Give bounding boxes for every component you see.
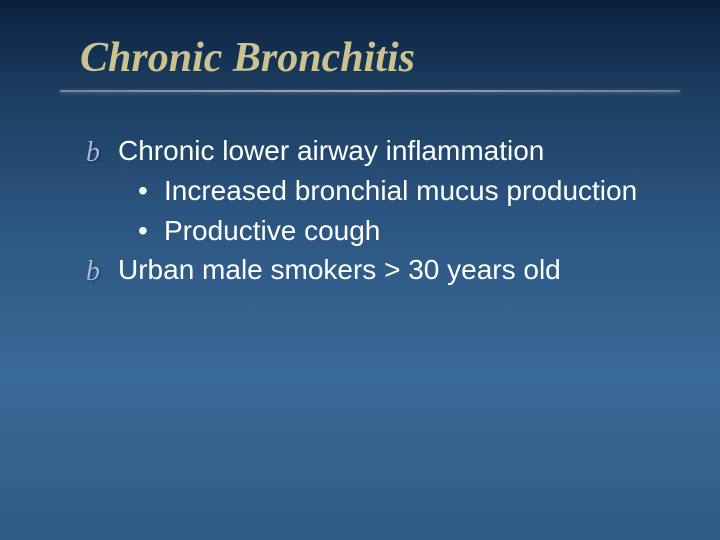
bullet-lvl2-icon: • [138,212,148,250]
slide: Chronic Bronchitis b Chronic lower airwa… [0,0,720,540]
bullet-lvl1-icon: b [86,253,100,291]
list-item-text: Chronic lower airway inflammation [118,135,544,166]
bullet-lvl1-icon: b [86,134,100,172]
bullet-lvl2-icon: • [138,172,148,210]
list-item: • Productive cough [90,212,660,250]
title-underline [60,90,680,92]
list-item: b Urban male smokers > 30 years old [90,251,660,289]
list-item-text: Productive cough [164,215,380,246]
slide-body: b Chronic lower airway inflammation • In… [90,132,660,289]
slide-title: Chronic Bronchitis [80,34,660,82]
list-item: b Chronic lower airway inflammation [90,132,660,170]
list-item: • Increased bronchial mucus production [90,172,660,210]
list-item-text: Urban male smokers > 30 years old [118,254,561,285]
list-item-text: Increased bronchial mucus production [164,175,637,206]
